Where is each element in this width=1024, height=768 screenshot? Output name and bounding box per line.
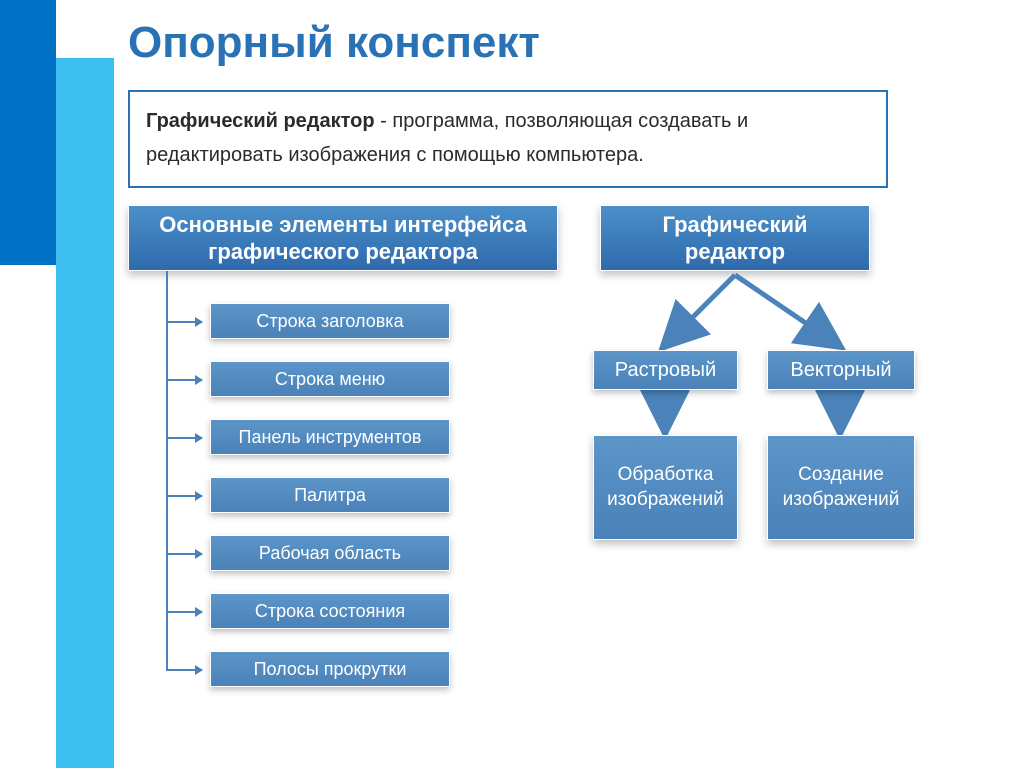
result-box: Создание изображений (767, 435, 915, 540)
list-item-label: Строка состояния (255, 601, 405, 622)
branch-label: Векторный (790, 359, 891, 382)
list-item: Строка заголовка (210, 303, 450, 339)
list-item: Рабочая область (210, 535, 450, 571)
list-item: Панель инструментов (210, 419, 450, 455)
branch-box: Растровый (593, 350, 738, 390)
result-box: Обработка изображений (593, 435, 738, 540)
list-item-label: Палитра (294, 485, 366, 506)
definition-box: Графический редактор - программа, позвол… (128, 90, 888, 188)
result-label: Создание изображений (768, 463, 914, 512)
list-item-label: Панель инструментов (239, 427, 422, 448)
list-item-label: Строка меню (275, 369, 385, 390)
connector (166, 321, 202, 323)
right-header: Графический редактор (600, 205, 870, 271)
list-item-label: Строка заголовка (256, 311, 403, 332)
connector (166, 379, 202, 381)
connector (166, 495, 202, 497)
result-label: Обработка изображений (594, 463, 737, 512)
branch-label: Растровый (615, 359, 716, 382)
list-item: Палитра (210, 477, 450, 513)
list-item: Строка меню (210, 361, 450, 397)
definition-term: Графический редактор (146, 110, 375, 132)
list-item: Строка состояния (210, 593, 450, 629)
connector (166, 437, 202, 439)
connector (166, 553, 202, 555)
connector (166, 611, 202, 613)
left-header: Основные элементы интерфейса графическог… (128, 205, 558, 271)
list-item-label: Рабочая область (259, 543, 401, 564)
page-title: Опорный конспект (128, 18, 540, 68)
sidebar-accent-dark (0, 0, 56, 265)
list-item-label: Полосы прокрутки (254, 659, 407, 680)
list-item: Полосы прокрутки (210, 651, 450, 687)
connector (166, 669, 202, 671)
sidebar-accent-light (56, 58, 114, 768)
branch-box: Векторный (767, 350, 915, 390)
